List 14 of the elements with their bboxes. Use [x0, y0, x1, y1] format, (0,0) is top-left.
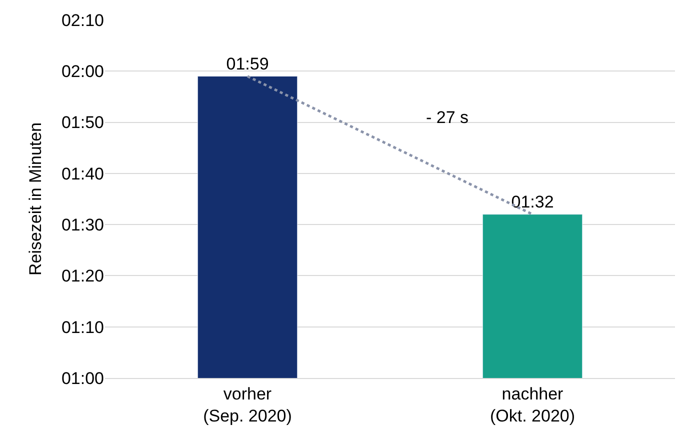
data-label: 01:59 — [226, 54, 269, 74]
y-axis-title: Reisezeit in Minuten — [26, 122, 46, 276]
y-tick-label: 01:10 — [61, 318, 104, 337]
y-tick-label: 01:20 — [61, 266, 104, 286]
data-label: 01:32 — [511, 192, 554, 212]
y-tick-label: 01:40 — [61, 164, 104, 184]
x-tick-label: nachher (Okt. 2020) — [490, 384, 576, 426]
annotation: - 27 s — [426, 108, 469, 127]
y-tick-label: 02:10 — [61, 10, 104, 30]
y-tick-label: 02:00 — [61, 62, 104, 82]
y-tick-label: 01:00 — [61, 368, 104, 388]
x-tick-label: vorher (Sep. 2020) — [203, 384, 292, 426]
y-tick-label: 01:50 — [61, 113, 104, 132]
y-tick-label: 01:30 — [61, 216, 104, 235]
